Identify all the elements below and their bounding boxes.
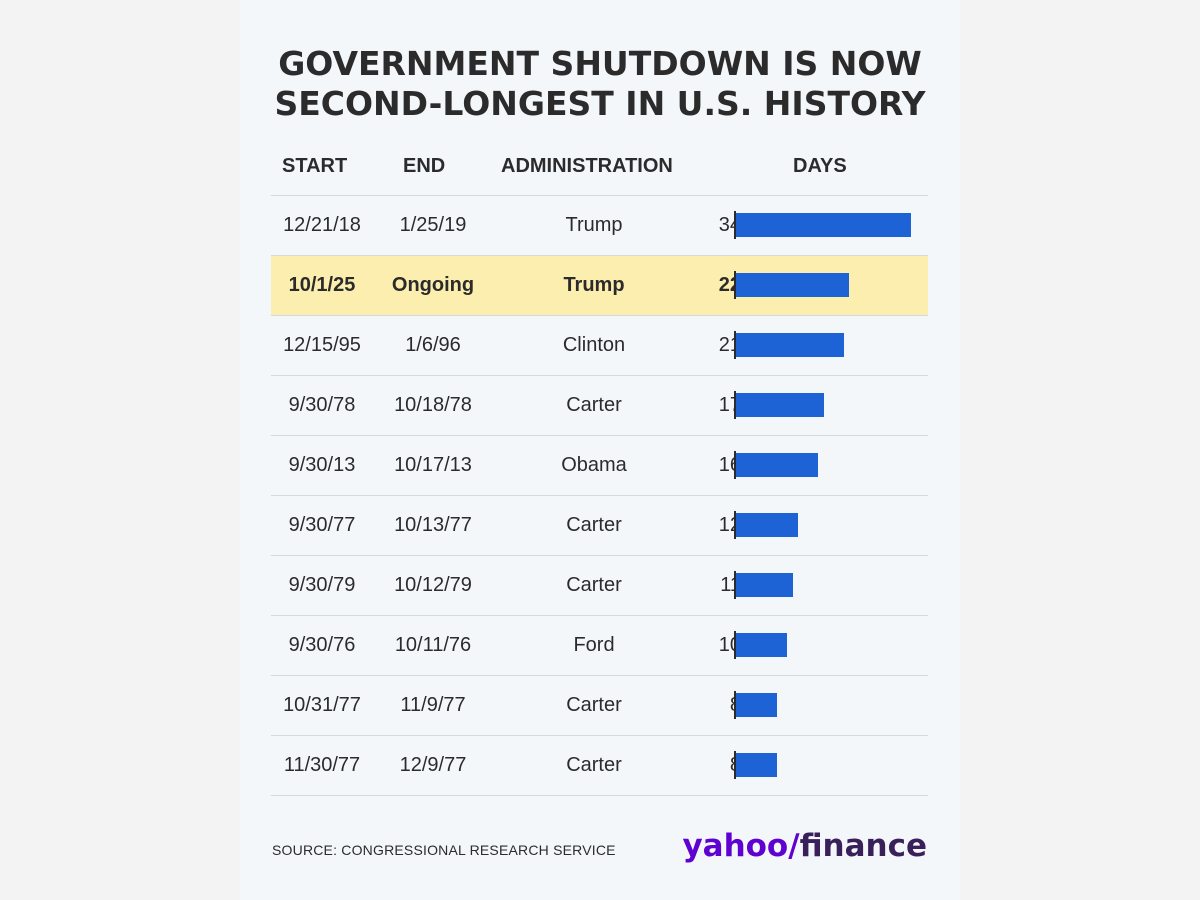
bar-axis (734, 751, 736, 779)
cell-end: 10/13/77 (394, 514, 472, 536)
bar-days (736, 393, 824, 417)
cell-end: 10/18/78 (394, 394, 472, 416)
cell-end: 10/17/13 (394, 454, 472, 476)
bar-axis (734, 391, 736, 419)
bar-days (736, 213, 911, 237)
header-start: START (282, 155, 348, 177)
bar-days (736, 573, 793, 597)
bar-days (736, 633, 787, 657)
cell-end: Ongoing (391, 274, 475, 296)
source-note: SOURCE: CONGRESSIONAL RESEARCH SERVICE (272, 842, 616, 858)
bar-days (736, 513, 798, 537)
bar-axis (734, 451, 736, 479)
cell-administration: Ford (573, 634, 615, 656)
cell-start: 10/31/77 (283, 694, 361, 716)
cell-administration: Clinton (562, 334, 626, 356)
cell-days: 21 (718, 334, 741, 356)
title-line-2: SECOND-LONGEST IN U.S. HISTORY (274, 84, 926, 123)
logo-finance: finance (799, 828, 927, 864)
title-line-1: GOVERNMENT SHUTDOWN IS NOW (278, 44, 922, 83)
cell-administration: Trump (563, 274, 625, 296)
cell-administration: Obama (561, 454, 627, 476)
cell-end: 10/12/79 (394, 574, 472, 596)
header-administration: ADMINISTRATION (501, 155, 673, 177)
cell-days: 8 (681, 736, 741, 795)
table-row: 10/31/77 11/9/77 Carter 8 (271, 675, 928, 735)
cell-start: 9/30/78 (288, 394, 356, 416)
table-row: 9/30/76 10/11/76 Ford 10 (271, 615, 928, 675)
cell-days: 11 (720, 574, 741, 596)
cell-administration: Carter (566, 754, 622, 776)
bar-days (736, 273, 849, 297)
cell-administration: Carter (566, 394, 622, 416)
logo-slash: / (788, 828, 800, 864)
bar-axis (734, 211, 736, 239)
table-row: 11/30/77 12/9/77 Carter 8 (271, 735, 928, 796)
cell-start: 10/1/25 (288, 274, 356, 296)
cell-days: 10 (718, 634, 741, 656)
cell-days: 8 (681, 676, 741, 735)
yahoo-finance-logo: yahoo/finance (682, 826, 927, 866)
cell-start: 12/21/18 (283, 214, 361, 236)
cell-end: 10/11/76 (394, 634, 472, 656)
bar-days (736, 753, 777, 777)
table-row: 9/30/79 10/12/79 Carter 11 (271, 555, 928, 615)
chart-title: GOVERNMENT SHUTDOWN IS NOW SECOND-LONGES… (240, 44, 960, 124)
cell-administration: Carter (566, 574, 622, 596)
cell-administration: Carter (566, 694, 622, 716)
cell-start: 9/30/13 (288, 454, 356, 476)
cell-administration: Carter (566, 514, 622, 536)
bar-axis (734, 631, 736, 659)
table-row: 9/30/13 10/17/13 Obama 16 (271, 435, 928, 495)
cell-days: 34 (718, 214, 741, 236)
table-row: 9/30/77 10/13/77 Carter 12 (271, 495, 928, 555)
cell-days: 16 (718, 454, 741, 476)
cell-start: 9/30/76 (288, 634, 356, 656)
cell-start: 12/15/95 (283, 334, 361, 356)
cell-start: 11/30/77 (283, 754, 361, 776)
bar-axis (734, 331, 736, 359)
table-row: 12/15/95 1/6/96 Clinton 21 (271, 315, 928, 375)
table-row: 9/30/78 10/18/78 Carter 17 (271, 375, 928, 435)
header-end: END (403, 155, 446, 177)
cell-days: 22 (718, 274, 741, 296)
cell-end: 11/9/77 (400, 694, 466, 716)
cell-administration: Trump (565, 214, 623, 236)
table-row: 10/1/25 Ongoing Trump 22 (271, 255, 928, 315)
cell-start: 9/30/79 (288, 574, 356, 596)
table-row: 12/21/18 1/25/19 Trump 34 (271, 195, 928, 255)
cell-days: 12 (718, 514, 741, 536)
cell-days: 17 (718, 394, 741, 416)
bar-days (736, 693, 777, 717)
infographic-card: GOVERNMENT SHUTDOWN IS NOW SECOND-LONGES… (240, 0, 960, 900)
cell-end: 1/25/19 (399, 214, 467, 236)
bar-axis (734, 571, 736, 599)
bar-axis (734, 271, 736, 299)
bar-axis (734, 691, 736, 719)
bar-axis (734, 511, 736, 539)
bar-days (736, 453, 818, 477)
bar-days (736, 333, 844, 357)
cell-start: 9/30/77 (288, 514, 356, 536)
cell-end: 12/9/77 (399, 754, 467, 776)
header-days: DAYS (793, 155, 847, 177)
cell-end: 1/6/96 (405, 334, 461, 356)
shutdown-table: 12/21/18 1/25/19 Trump 34 10/1/25 Ongoing Trum… (271, 195, 928, 796)
logo-yahoo: yahoo (682, 828, 789, 864)
